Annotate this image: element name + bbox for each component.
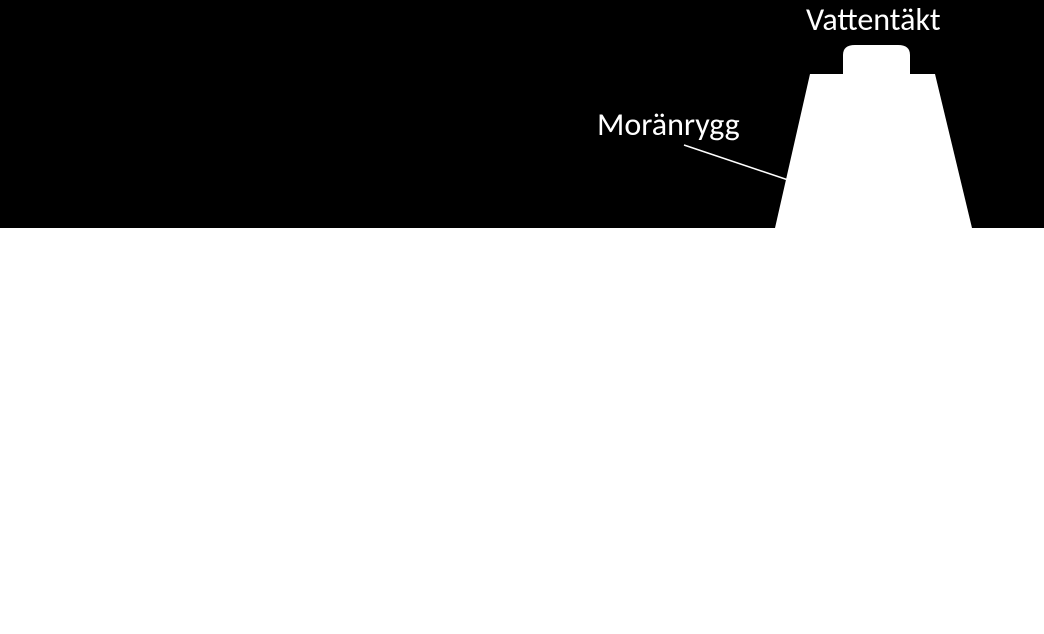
label-vattentakt: Vattentäkt [806, 0, 941, 39]
label-moranrygg: Moränrygg [597, 105, 740, 144]
